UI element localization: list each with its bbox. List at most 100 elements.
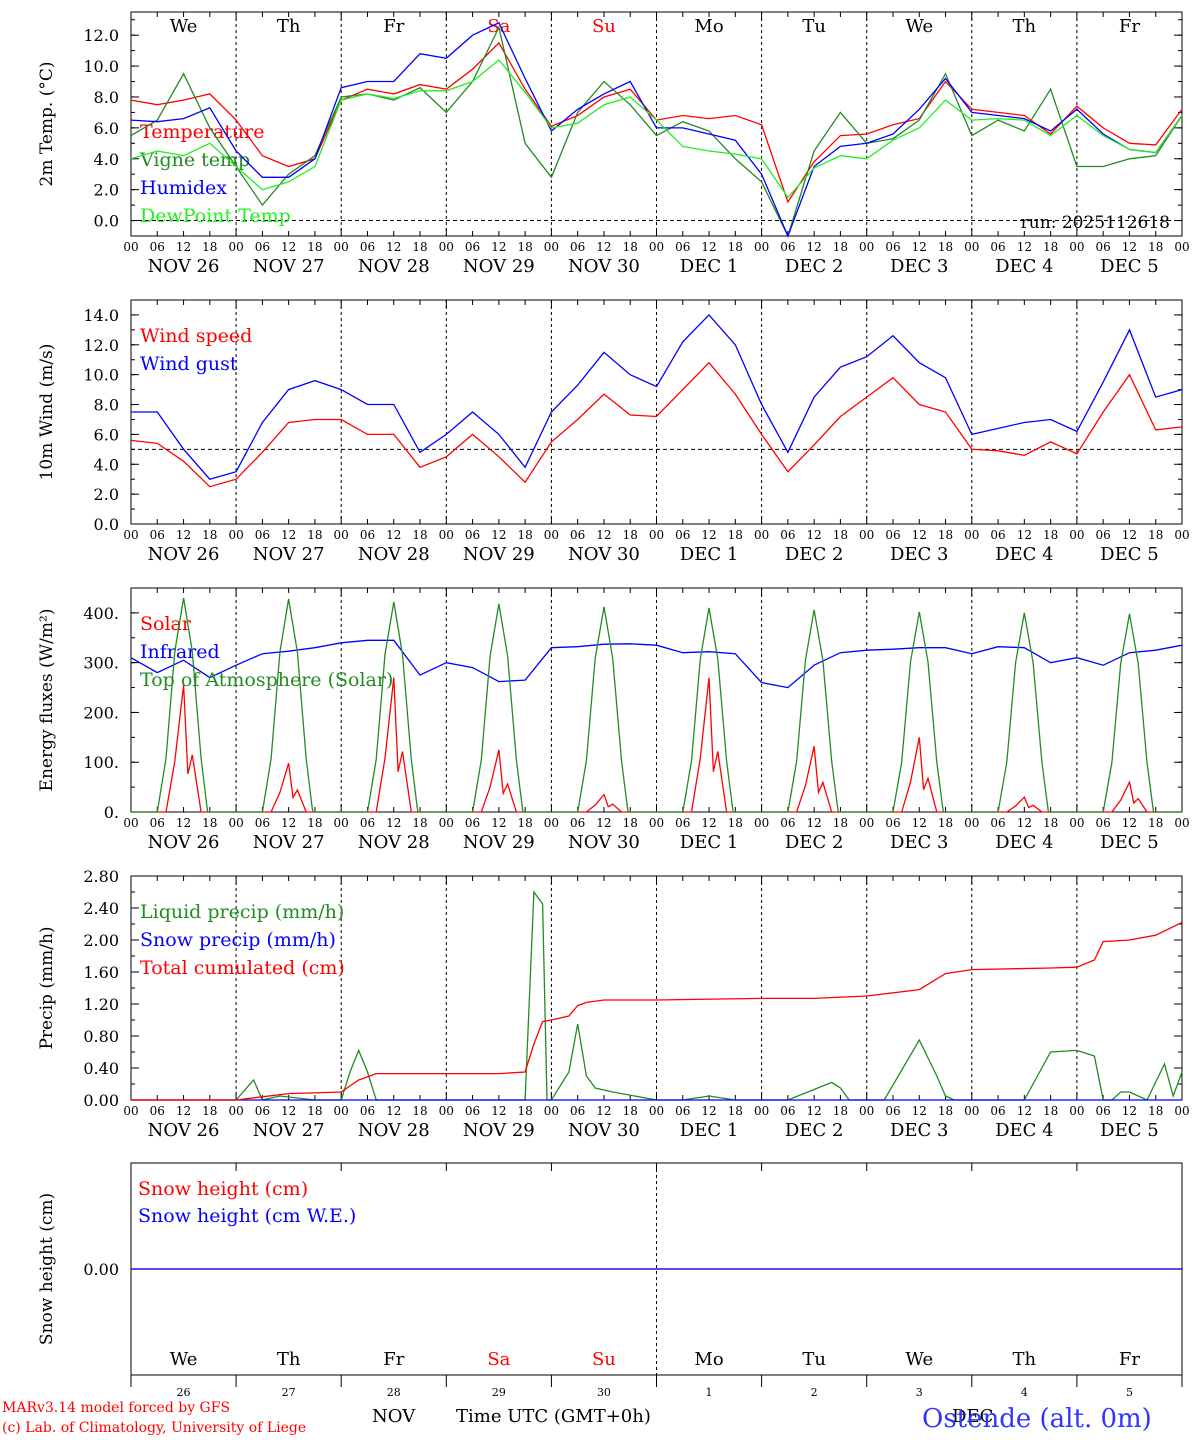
hour-label: 18	[728, 1104, 743, 1118]
hour-label: 06	[465, 1104, 480, 1118]
hour-label: 12	[596, 528, 611, 542]
hour-label: 00	[334, 528, 349, 542]
hour-label: 12	[912, 816, 927, 830]
weekday-label: We	[905, 16, 933, 37]
hour-label: 18	[517, 240, 532, 254]
legend-entry: Snow height (cm W.E.)	[138, 1205, 356, 1227]
y-tick-label: 4.0	[94, 150, 119, 169]
weekday-label: Mo	[694, 1349, 723, 1370]
weekday-label: Mo	[694, 16, 723, 37]
hour-label: 00	[1069, 1104, 1084, 1118]
date-label: DEC 4	[995, 832, 1054, 853]
hour-label: 18	[623, 528, 638, 542]
legend-entry: Total cumulated (cm)	[140, 957, 345, 979]
hour-label: 12	[701, 1104, 716, 1118]
hour-label: 18	[833, 240, 848, 254]
hour-label: 12	[1017, 816, 1032, 830]
day-number: 3	[916, 1386, 923, 1399]
hour-label: 06	[990, 528, 1005, 542]
hour-label: 18	[517, 1104, 532, 1118]
series-line-humidex	[130, 21, 1183, 238]
hour-label: 06	[885, 816, 900, 830]
weekday-label: We	[905, 1349, 933, 1370]
date-label: DEC 4	[995, 1120, 1054, 1141]
hour-label: 06	[255, 240, 270, 254]
date-label: DEC 1	[680, 544, 739, 565]
hour-label: 18	[202, 1104, 217, 1118]
weekday-label: Su	[592, 16, 616, 37]
date-label: NOV 29	[463, 832, 535, 853]
date-label: NOV 30	[568, 832, 640, 853]
hour-label: 18	[1148, 1104, 1163, 1118]
hour-label: 06	[570, 1104, 585, 1118]
date-label: NOV 29	[463, 544, 535, 565]
hour-label: 18	[938, 1104, 953, 1118]
legend-entry: Solar	[140, 613, 192, 635]
hour-label: 12	[596, 816, 611, 830]
hour-label: 18	[728, 816, 743, 830]
hour-label: 00	[964, 816, 979, 830]
y-tick-label: 2.80	[83, 867, 119, 886]
credit-model: MARv3.14 model forced by GFS	[2, 1400, 231, 1416]
hour-label: 18	[1043, 816, 1058, 830]
hour-label: 00	[754, 816, 769, 830]
hour-label: 06	[570, 528, 585, 542]
day-number: 28	[387, 1386, 401, 1399]
hour-label: 00	[439, 1104, 454, 1118]
hour-label: 12	[176, 528, 191, 542]
hour-label: 12	[491, 528, 506, 542]
legend-entry: Wind speed	[140, 325, 252, 347]
date-label: NOV 27	[253, 832, 325, 853]
y-tick-label: 8.0	[94, 88, 119, 107]
hour-label: 00	[649, 528, 664, 542]
hour-label: 00	[123, 1104, 138, 1118]
hour-label: 00	[649, 240, 664, 254]
hour-label: 12	[491, 816, 506, 830]
weekday-label: Sa	[487, 1349, 510, 1370]
day-number: 4	[1021, 1386, 1028, 1399]
date-label: NOV 28	[358, 256, 430, 277]
date-label: DEC 3	[890, 256, 949, 277]
panel-temp: 00 06 12 18 00 06 12 18 00 06 12 18 00 06 12 18 00 06 12 18…	[37, 11, 1190, 277]
hour-label: 12	[596, 240, 611, 254]
hour-label: 06	[465, 816, 480, 830]
hour-label: 18	[307, 1104, 322, 1118]
day-number: 2	[811, 1386, 818, 1399]
y-tick-label: 2.0	[94, 181, 119, 200]
y-tick-label: 6.0	[94, 425, 119, 444]
hour-label: 12	[176, 240, 191, 254]
hour-label: 06	[885, 528, 900, 542]
hour-label: 00	[544, 528, 559, 542]
hour-label: 06	[990, 816, 1005, 830]
date-label: NOV 26	[148, 832, 220, 853]
hour-label: 06	[570, 816, 585, 830]
hour-label: 06	[885, 240, 900, 254]
hour-label: 12	[1017, 1104, 1032, 1118]
date-label: DEC 2	[785, 256, 844, 277]
hour-label: 06	[990, 1104, 1005, 1118]
hour-label: 12	[281, 240, 296, 254]
y-tick-label: 12.0	[83, 336, 119, 355]
hour-label: 00	[1174, 240, 1189, 254]
panel-flux: 00 06 12 18 00 06 12 18 00 06 12 18 00 06 12 18 00 06 12 18…	[37, 587, 1190, 853]
y-tick-label: 6.0	[94, 119, 119, 138]
y-axis-label: Energy fluxes (W/m²)	[37, 609, 57, 792]
hour-label: 00	[439, 528, 454, 542]
weekday-label: Fr	[383, 1349, 404, 1370]
hour-label: 18	[412, 1104, 427, 1118]
hour-label: 00	[228, 240, 243, 254]
date-label: DEC 5	[1100, 1120, 1159, 1141]
hour-label: 00	[859, 240, 874, 254]
hour-label: 00	[544, 816, 559, 830]
hour-label: 06	[570, 240, 585, 254]
panel-snow: We Th Fr Sa Su Mo Tu We Th Fr 26 27 28 29 30 1 2 3 4 5 0.00 S…	[37, 1162, 1183, 1399]
date-label: DEC 2	[785, 832, 844, 853]
hour-label: 00	[228, 528, 243, 542]
hour-label: 00	[649, 1104, 664, 1118]
y-tick-label: 1.20	[83, 995, 119, 1014]
y-tick-label: 14.0	[83, 306, 119, 325]
hour-label: 18	[412, 528, 427, 542]
date-label: NOV 30	[568, 256, 640, 277]
hour-label: 12	[807, 1104, 822, 1118]
